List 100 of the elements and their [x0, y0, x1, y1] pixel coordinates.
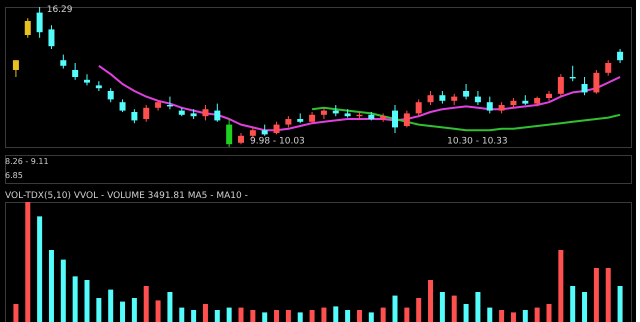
- candlestick: [593, 70, 600, 94]
- bar: [510, 312, 516, 322]
- bar: [179, 308, 184, 322]
- candlestick: [463, 84, 470, 100]
- candlestick: [96, 80, 102, 92]
- candlestick: [238, 132, 244, 145]
- candlestick: [262, 124, 268, 136]
- candlestick: [570, 65, 576, 82]
- candlestick: [534, 96, 540, 107]
- candlestick: [84, 74, 90, 86]
- text: 6.85: [5, 171, 23, 180]
- bar: [250, 310, 256, 322]
- bar: [428, 280, 434, 322]
- candlestick: [546, 90, 552, 102]
- candlestick: [605, 60, 612, 76]
- bar: [202, 304, 208, 322]
- candlestick: [404, 110, 410, 128]
- candlestick: [48, 24, 54, 50]
- candlestick: [522, 94, 528, 106]
- bar: [108, 290, 114, 322]
- candlestick: [617, 48, 624, 64]
- candlestick: [558, 74, 564, 98]
- bar: [13, 304, 18, 322]
- bar: [392, 296, 398, 322]
- bar: [618, 286, 623, 322]
- bar: [310, 310, 315, 322]
- bar: [25, 202, 30, 322]
- candlestick: [451, 93, 458, 106]
- candlestick: [12, 60, 19, 78]
- bar: [475, 292, 480, 322]
- annotation: 9.98 - 10.03: [250, 136, 305, 147]
- candlestick: [309, 112, 316, 124]
- bar: [262, 312, 268, 322]
- candlestick: [155, 100, 162, 112]
- candlestick: [226, 118, 232, 148]
- bar: [321, 308, 326, 322]
- bar: [499, 310, 504, 322]
- candlestick: [428, 90, 434, 106]
- bar: [570, 286, 576, 322]
- bar: [238, 308, 244, 322]
- candlestick: [108, 88, 114, 103]
- candlestick: [60, 54, 66, 70]
- candlestick: [474, 90, 481, 106]
- candlestick: [24, 18, 31, 38]
- bar: [522, 310, 528, 322]
- candlestick: [120, 98, 126, 112]
- candlestick: [72, 62, 78, 80]
- bar: [298, 312, 303, 322]
- candlestick: [36, 6, 43, 38]
- bar: [84, 280, 90, 322]
- bar: [37, 216, 42, 322]
- bar: [120, 302, 126, 322]
- bar: [132, 298, 137, 322]
- chart-title: VOL-TDX(5,10) VVOL - VOLUME 3491.81 MA5 - MA10 -: [5, 191, 248, 201]
- bar: [594, 268, 599, 322]
- bar: [452, 296, 457, 322]
- candlestick: [297, 112, 304, 124]
- bar: [214, 310, 220, 322]
- candlestick: [214, 103, 220, 122]
- annotation: 10.30 - 10.33: [447, 136, 508, 147]
- bar: [72, 276, 78, 322]
- bar: [356, 310, 362, 322]
- candlestick: [320, 107, 327, 120]
- bar: [286, 310, 291, 322]
- bar: [60, 260, 66, 322]
- bar: [464, 304, 469, 322]
- bar: [96, 298, 102, 322]
- candlestick: [510, 98, 516, 108]
- candlestick: [498, 102, 505, 114]
- bar: [558, 250, 564, 322]
- bar: [226, 308, 232, 322]
- bar: [534, 308, 540, 322]
- bar: [546, 304, 552, 322]
- annotation: 16.29: [46, 5, 73, 15]
- candlestick: [332, 104, 339, 117]
- candlestick: [274, 121, 280, 135]
- bar: [606, 268, 611, 322]
- bar: [167, 292, 172, 322]
- bar: [345, 310, 350, 322]
- bar: [274, 310, 280, 322]
- bar: [404, 308, 410, 322]
- candlestick: [285, 116, 292, 128]
- bar: [368, 312, 374, 322]
- bar: [333, 306, 338, 322]
- bar: [191, 310, 196, 322]
- candlestick: [166, 96, 173, 110]
- candlestick: [143, 104, 150, 122]
- bar: [380, 308, 386, 322]
- candlestick: [131, 108, 138, 124]
- bar: [582, 292, 588, 322]
- candlestick: [416, 98, 422, 117]
- bar: [416, 298, 422, 322]
- bar: [48, 250, 54, 322]
- candlestick: [486, 96, 493, 114]
- candlestick: [582, 76, 588, 96]
- bar: [144, 286, 149, 322]
- text: 8.26 - 9.11: [5, 157, 49, 166]
- bar: [440, 292, 445, 322]
- candlestick: [439, 90, 446, 104]
- bar: [487, 308, 492, 322]
